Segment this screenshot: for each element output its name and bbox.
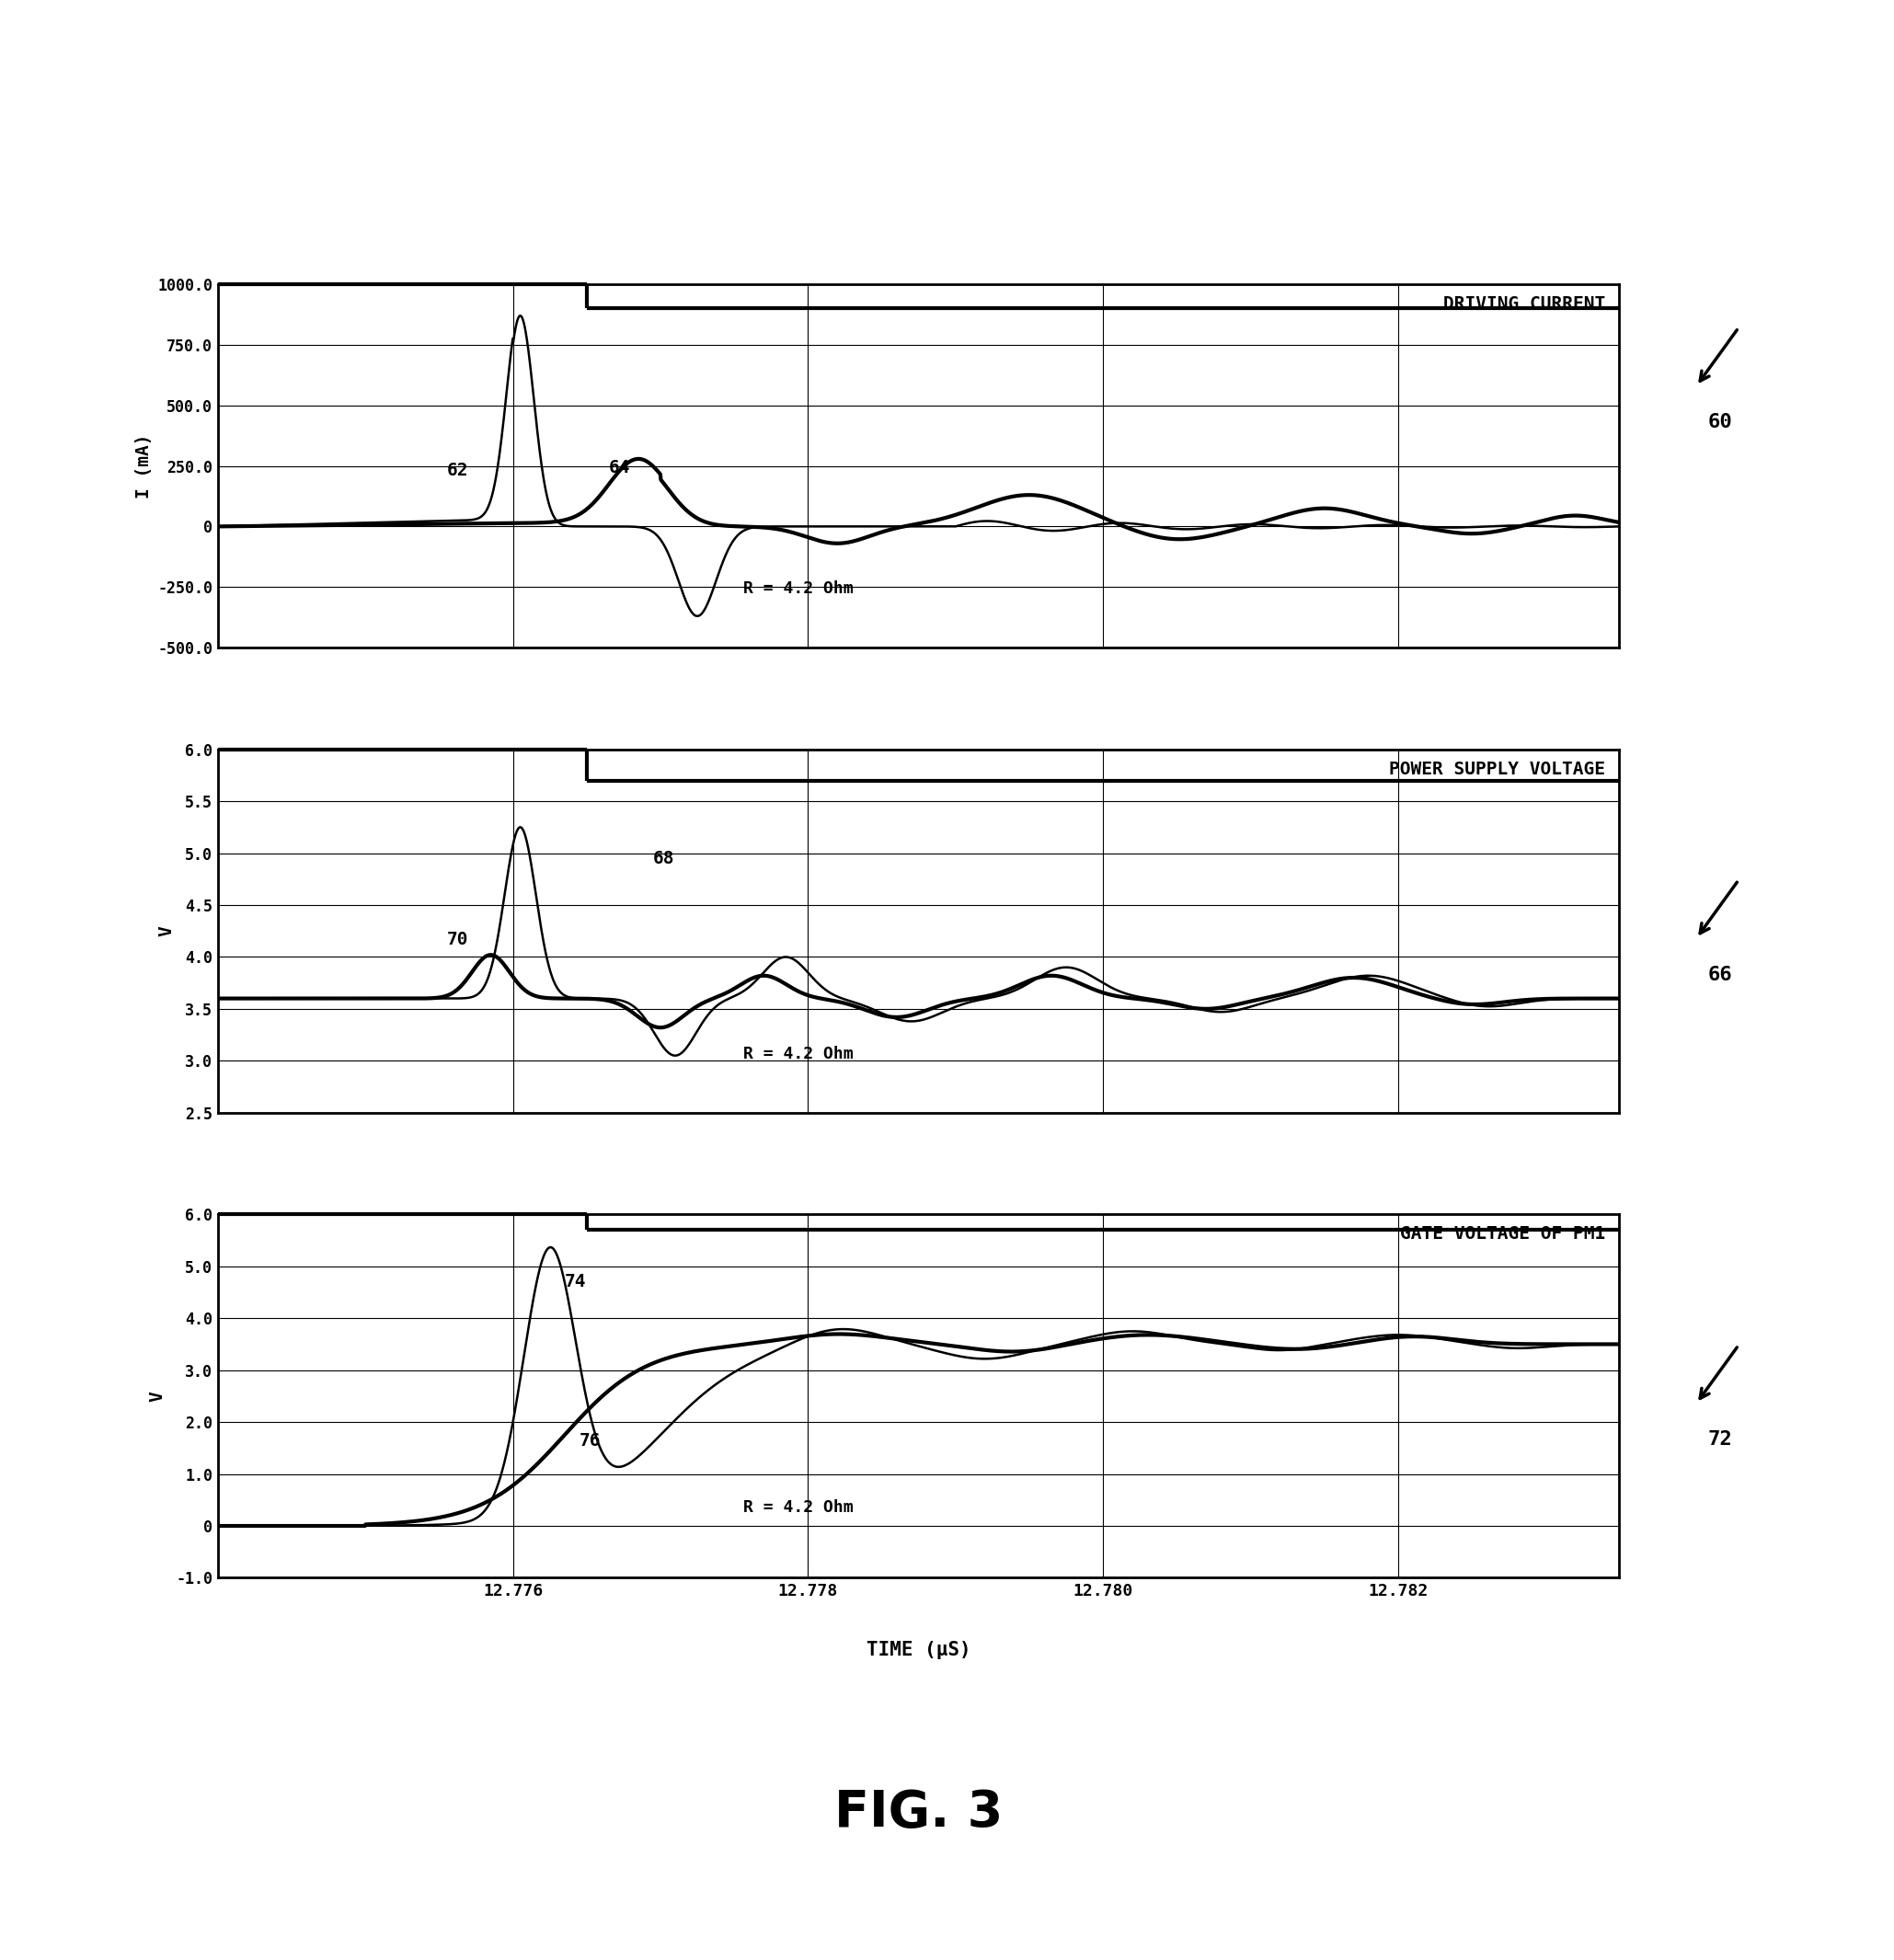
Y-axis label: V: V	[157, 925, 174, 937]
Text: 60: 60	[1708, 414, 1733, 431]
Y-axis label: V: V	[148, 1392, 165, 1401]
Text: 72: 72	[1708, 1431, 1733, 1448]
Text: GATE VOLTAGE OF PM1: GATE VOLTAGE OF PM1	[1400, 1225, 1606, 1243]
Text: R = 4.2 Ohm: R = 4.2 Ohm	[742, 580, 854, 596]
Text: DRIVING CURRENT: DRIVING CURRENT	[1443, 296, 1606, 312]
Y-axis label: I (mA): I (mA)	[134, 433, 152, 498]
Text: 76: 76	[580, 1431, 600, 1448]
Text: POWER SUPPLY VOLTAGE: POWER SUPPLY VOLTAGE	[1388, 760, 1606, 778]
Text: 68: 68	[653, 851, 674, 866]
Text: 74: 74	[564, 1274, 585, 1292]
Text: FIG. 3: FIG. 3	[835, 1788, 1002, 1838]
Text: 70: 70	[447, 931, 468, 949]
Text: TIME (μS): TIME (μS)	[866, 1641, 972, 1660]
Text: R = 4.2 Ohm: R = 4.2 Ohm	[742, 1045, 854, 1062]
Text: 64: 64	[608, 459, 631, 476]
Text: 66: 66	[1708, 966, 1733, 984]
Text: 62: 62	[447, 463, 468, 480]
Text: R = 4.2 Ohm: R = 4.2 Ohm	[742, 1499, 854, 1517]
